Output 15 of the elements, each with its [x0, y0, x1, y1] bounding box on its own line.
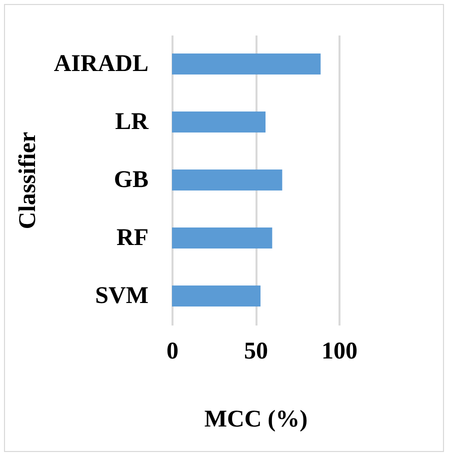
x-axis-title: MCC (%) — [204, 406, 308, 432]
x-tick-label: 50 — [244, 338, 268, 364]
y-tick-label: RF — [116, 225, 148, 251]
bar — [172, 228, 272, 248]
bar — [172, 112, 266, 132]
y-tick-label: GB — [114, 167, 148, 193]
y-tick-label: LR — [115, 109, 150, 135]
x-tick-label: 0 — [166, 338, 178, 364]
y-axis-title: Classifier — [14, 131, 41, 230]
x-tick-label: 100 — [322, 338, 358, 364]
bar — [172, 170, 282, 190]
bar — [172, 286, 261, 306]
bar — [172, 54, 321, 74]
y-tick-label: AIRADL — [54, 51, 148, 77]
y-tick-label: SVM — [95, 283, 148, 309]
